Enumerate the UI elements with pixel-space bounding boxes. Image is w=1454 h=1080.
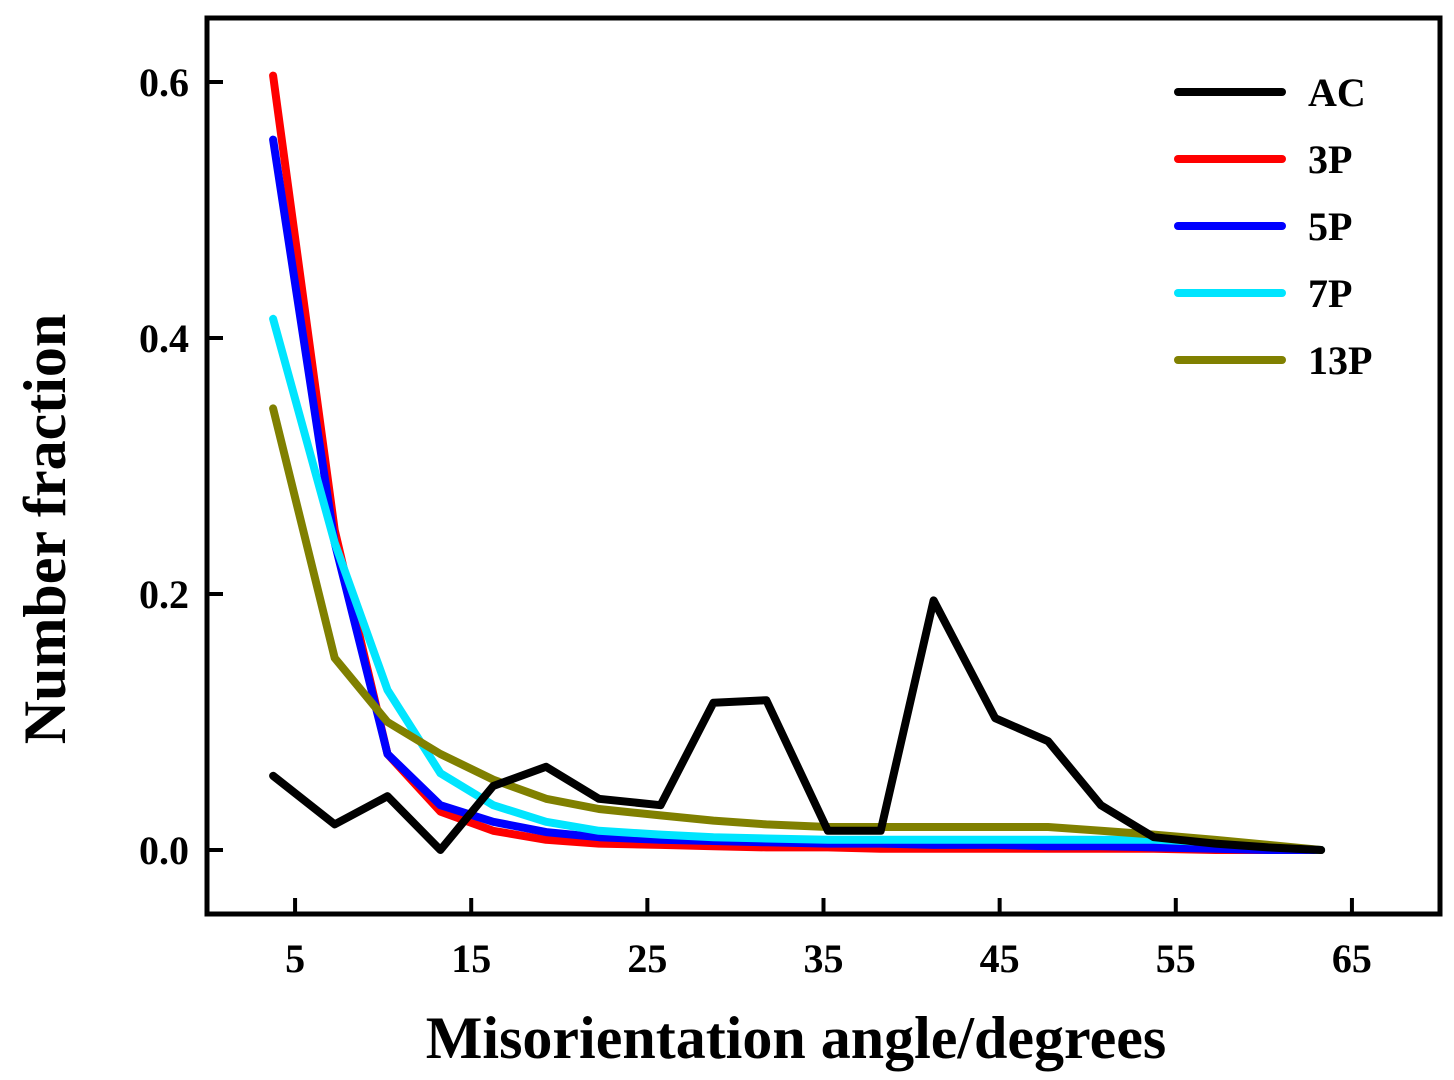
x-tick-label: 55 — [1156, 936, 1196, 981]
legend: AC 3P 5P 7P 13P — [1174, 70, 1372, 383]
plot-area — [204, 15, 1443, 917]
y-tick-label: 0.4 — [139, 316, 189, 361]
legend-label-ac: AC — [1308, 70, 1366, 115]
y-tick-label: 0.6 — [139, 60, 189, 105]
series-line-ac — [269, 596, 1326, 854]
x-tick-label: 45 — [980, 936, 1020, 981]
legend-label-5p: 5P — [1308, 204, 1352, 249]
series-line-3p — [269, 71, 1326, 854]
x-tick-label: 35 — [804, 936, 844, 981]
legend-label-3p: 3P — [1308, 137, 1352, 182]
y-axis-title: Number fraction — [12, 314, 78, 745]
x-tick-label: 65 — [1332, 936, 1372, 981]
y-tick-label: 0.0 — [139, 828, 189, 873]
legend-label-7p: 7P — [1308, 271, 1352, 316]
y-tick-label: 0.2 — [139, 572, 189, 617]
x-tick-label: 25 — [627, 936, 667, 981]
series-layer — [269, 71, 1326, 854]
series-line-7p — [269, 314, 1326, 854]
legend-label-13p: 13P — [1308, 338, 1372, 383]
ticks-layer: 5 15 25 35 45 55 65 0.0 0.2 0.4 0.6 — [139, 60, 1372, 981]
x-tick-label: 5 — [285, 936, 305, 981]
series-line-13p — [269, 404, 1326, 854]
x-tick-label: 15 — [451, 936, 491, 981]
x-axis-title: Misorientation angle/degrees — [426, 1005, 1166, 1071]
